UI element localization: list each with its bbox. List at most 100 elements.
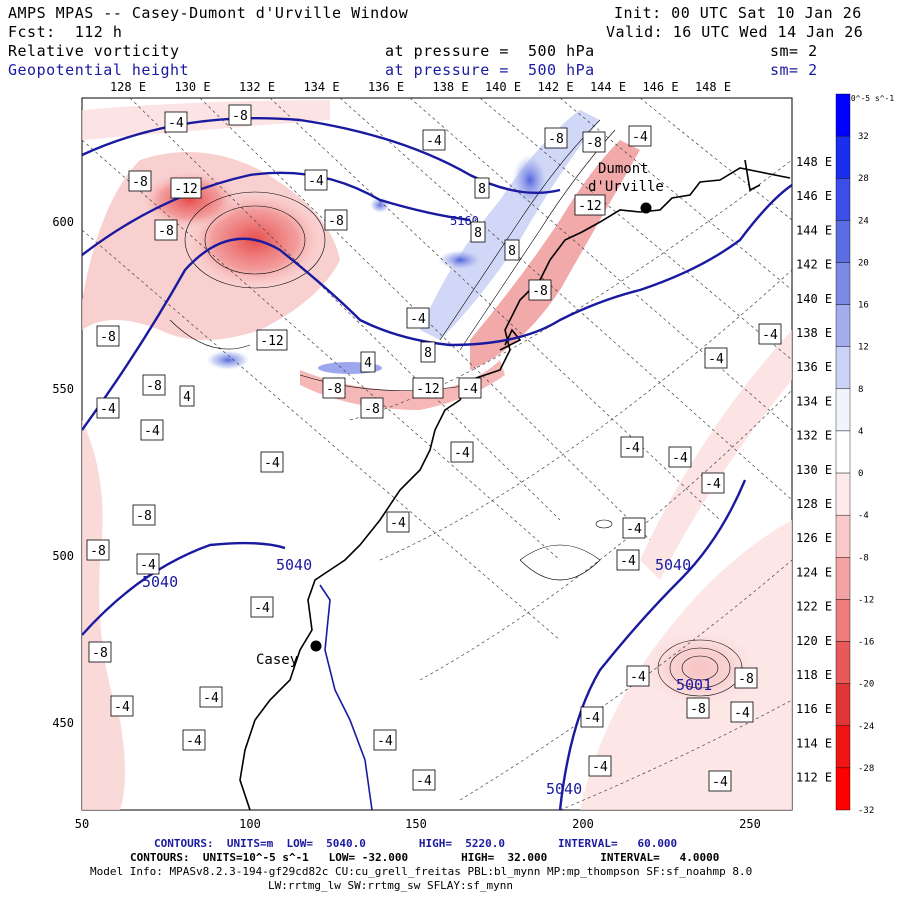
vort-label: -4 [626, 522, 642, 537]
colorbar-swatch [835, 472, 851, 516]
colorbar-label: -28 [858, 764, 874, 774]
colorbar-swatch [835, 304, 851, 347]
vort-label-box [422, 129, 446, 151]
vort-label-box [626, 665, 650, 687]
vort-label-box [616, 549, 640, 571]
vort-label-box [386, 511, 410, 533]
colorbar-unit: 10^-5 s^-1 [846, 94, 894, 103]
station-marker-icon [640, 202, 652, 214]
station-marker-icon [310, 640, 322, 652]
field2-name: Geopotential height [8, 61, 190, 79]
vort-label-box [412, 769, 436, 791]
vort-label-box [580, 706, 604, 728]
vort-label-box [668, 446, 692, 468]
right-lon-label: 130 E [796, 463, 832, 477]
y-tick-label: 550 [52, 382, 74, 396]
vort-label: -8 [146, 379, 162, 394]
vort-label: -4 [454, 446, 470, 461]
top-lon-label: 136 E [368, 80, 404, 94]
x-tick-label: 150 [405, 817, 427, 831]
vort-label: -4 [584, 711, 600, 726]
vort-label-box [142, 374, 166, 396]
vort-label-box [373, 729, 397, 751]
vort-label: -4 [712, 775, 728, 790]
vort-label: -4 [410, 312, 426, 327]
colorbar-label: -32 [858, 806, 874, 816]
height-label: 5001 [676, 676, 712, 694]
colorbar-swatch [835, 346, 851, 390]
vort-label-box [758, 323, 782, 345]
right-longitude-labels: 148 E 146 E 144 E 142 E 140 E 138 E 136 E 134 E… [796, 155, 832, 785]
x-tick-label: 250 [739, 817, 761, 831]
top-lon-label: 128 E [110, 80, 146, 94]
footer-model-info: Model Info: MPASv8.2.3-194-gf29cd82c CU:… [90, 865, 753, 878]
height-label: 5040 [142, 573, 178, 591]
vort-label-box [96, 397, 120, 419]
vort-label: -8 [690, 702, 706, 717]
vort-label: -4 [144, 424, 160, 439]
vort-label-box [322, 377, 346, 399]
vort-label: -8 [132, 175, 148, 190]
height-label: 5040 [546, 780, 582, 798]
vort-label-box [412, 377, 444, 399]
vort-label-box [420, 341, 436, 363]
vort-label-box [458, 377, 482, 399]
colorbar-swatch [835, 725, 851, 769]
colorbar-label: 4 [858, 427, 863, 437]
colorbar-label: 12 [858, 343, 869, 353]
forecast-hour: Fcst: 112 h [8, 23, 123, 41]
right-lon-label: 144 E [796, 223, 832, 237]
vort-label: -4 [377, 734, 393, 749]
right-lon-label: 120 E [796, 634, 832, 648]
station-casey: Casey [256, 640, 322, 668]
right-lon-label: 124 E [796, 565, 832, 579]
vort-label-box [170, 177, 202, 199]
vort-label: 8 [474, 226, 482, 241]
footer-vorticity-contours: CONTOURS: UNITS=10^-5 s^-1 LOW= -32.000 … [130, 851, 720, 864]
footer-physics-info: LW:rrtmg_lw SW:rrtmg_sw SFLAY:sf_mynn [268, 879, 514, 892]
colorbar-label: 16 [858, 301, 869, 311]
y-tick-label: 500 [52, 549, 74, 563]
vort-label-box [182, 729, 206, 751]
colorbar-swatch [835, 93, 851, 137]
right-lon-label: 114 E [796, 736, 832, 750]
ice-shelf-line [319, 584, 373, 810]
right-lon-label: 128 E [796, 497, 832, 511]
colorbar: 10^-5 s^-1 32 28 24 20 16 12 8 4 0 -4 -8 -12 -16 -20 -… [835, 93, 894, 816]
vort-label-box [88, 641, 112, 663]
field2-smoothing: sm= 2 [770, 61, 818, 79]
vort-label-box [140, 419, 164, 441]
colorbar-swatch [835, 767, 851, 811]
vort-label: -12 [578, 199, 601, 214]
colorbar-label: -8 [858, 553, 869, 563]
colorbar-label: 32 [858, 132, 869, 142]
y-tick-label: 600 [52, 215, 74, 229]
vort-label: -4 [308, 174, 324, 189]
colorbar-swatch [835, 178, 851, 221]
vort-label: -4 [100, 402, 116, 417]
colorbar-swatch [835, 262, 851, 305]
vort-label: -4 [705, 477, 721, 492]
vort-label-box [450, 441, 474, 463]
top-lon-label: 144 E [590, 80, 626, 94]
footer-height-contours: CONTOURS: UNITS=m LOW= 5040.0 HIGH= 5220… [154, 837, 678, 850]
vort-label: -4 [762, 328, 778, 343]
vort-label-box [86, 539, 110, 561]
vort-label-box [360, 397, 384, 419]
right-lon-label: 126 E [796, 531, 832, 545]
colorbar-label: 0 [858, 469, 863, 479]
station-name-line1: Dumont [598, 161, 649, 177]
vort-label-box [574, 194, 606, 216]
vort-label: -4 [734, 706, 750, 721]
vort-label: -4 [203, 691, 219, 706]
colorbar-swatch [835, 641, 851, 684]
vort-label: -8 [326, 382, 342, 397]
colorbar-swatch [835, 430, 851, 474]
vort-label-box [324, 209, 348, 231]
vort-label-box [164, 111, 188, 133]
vort-label-box [136, 553, 160, 575]
vort-label-box [730, 701, 754, 723]
station-dumont-durville: Dumont d'Urville [588, 161, 664, 214]
top-lon-label: 132 E [239, 80, 275, 94]
colorbar-swatch [835, 388, 851, 432]
